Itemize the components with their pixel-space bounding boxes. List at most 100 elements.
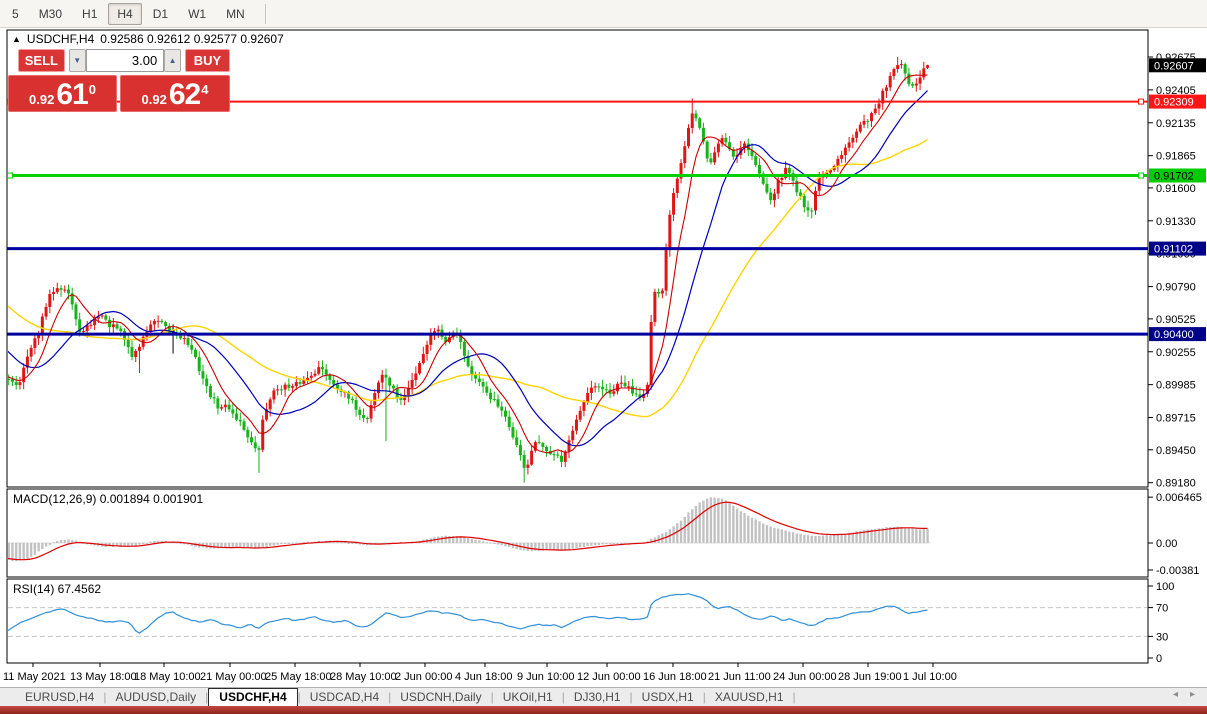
macd-signal-line: [8, 501, 928, 561]
volume-input[interactable]: 3.00: [85, 49, 165, 72]
chart-symbol-label: USDCHF,H4: [26, 32, 95, 46]
volume-decrease-button[interactable]: ▼: [68, 49, 86, 72]
price-badge: [1149, 241, 1206, 256]
date-label: 4 Jun 18:00: [455, 671, 513, 683]
buy-price-prefix: 0.92: [141, 92, 167, 107]
tab-separator: |: [490, 690, 494, 704]
volume-increase-button[interactable]: ▲: [164, 49, 181, 72]
tab-separator: |: [205, 690, 209, 704]
chart-tab-audusd[interactable]: AUDUSD,Daily: [115, 689, 197, 704]
candles-layer: [8, 57, 930, 483]
date-label: 2 Jun 00:00: [395, 671, 453, 683]
svg-text:0.90255: 0.90255: [1156, 347, 1196, 359]
chart-ohlc-values: 0.92586 0.92612 0.92577 0.92607: [100, 32, 284, 46]
buy-price-sup: 4: [201, 82, 209, 97]
macd-layer: [8, 497, 930, 562]
svg-text:0.89180: 0.89180: [1156, 478, 1196, 490]
price-badge: [1149, 94, 1206, 109]
timeframe-toolbar: 5 M30 H1 H4 D1 W1 MN: [0, 0, 1207, 28]
svg-text:0.91702: 0.91702: [1154, 171, 1194, 183]
hline-handle[interactable]: [1138, 172, 1144, 179]
svg-text:0.92607: 0.92607: [1154, 60, 1194, 72]
svg-text:-0.00381: -0.00381: [1156, 565, 1199, 577]
svg-text:0.92309: 0.92309: [1154, 97, 1194, 109]
chart-tab-usdx[interactable]: USDX,H1: [641, 689, 694, 704]
svg-text:0.91865: 0.91865: [1156, 151, 1196, 163]
date-label: 16 Jun 18:00: [643, 671, 707, 683]
svg-text:100: 100: [1156, 581, 1174, 593]
svg-text:0.006465: 0.006465: [1156, 492, 1202, 504]
tab-separator: |: [702, 690, 706, 704]
price-badge: [1149, 58, 1206, 73]
tab-separator: |: [388, 690, 392, 704]
spinner-up-icon: ▲: [168, 56, 177, 65]
one-click-trade-panel: SELL ▼ 3.00 ▲ BUY 0.92 61 0 0.92 62 4: [8, 49, 230, 112]
price-badges: 0.92607 0.92309 0.91702 0.91102 0.90400: [1149, 58, 1206, 342]
chart-tab-dj30[interactable]: DJ30,H1: [573, 689, 621, 704]
tab-scroll-right-icon[interactable]: ▸: [1189, 689, 1195, 700]
buy-price-big: 62: [168, 78, 201, 111]
svg-text:0.90790: 0.90790: [1156, 282, 1196, 294]
ma-mid-line: [8, 90, 928, 447]
macd-label: MACD(12,26,9) 0.001894 0.001901: [13, 492, 204, 506]
svg-text:0.91102: 0.91102: [1154, 244, 1193, 256]
svg-text:0: 0: [1156, 653, 1162, 665]
buy-button[interactable]: BUY: [184, 49, 230, 72]
collapse-triangle-icon[interactable]: ▲: [12, 33, 21, 44]
date-axis[interactable]: 11 May 2021 13 May 18:0018 May 10:00 21 Ma…: [3, 663, 957, 683]
sell-price-display[interactable]: 0.92 61 0: [8, 75, 117, 112]
svg-text:70: 70: [1156, 603, 1168, 615]
svg-text:0.89450: 0.89450: [1156, 445, 1196, 457]
rsi-layer: [8, 593, 1147, 637]
chart-tab-usdcnh[interactable]: USDCNH,Daily: [400, 689, 482, 704]
chart-tab-xauusd[interactable]: XAUUSD,H1: [714, 689, 784, 704]
tab-separator: |: [792, 690, 796, 704]
hline-handle[interactable]: [7, 172, 13, 179]
timeframe-button-d1[interactable]: D1: [152, 6, 169, 21]
date-label: 21 Jun 11:00: [708, 671, 771, 683]
tab-separator: |: [103, 690, 107, 704]
toolbar-separator: [264, 3, 266, 24]
hline-handle[interactable]: [1138, 98, 1144, 105]
timeframe-button-5[interactable]: 5: [12, 6, 19, 21]
date-label: 13 May 18:00: [70, 671, 137, 683]
chart-tab-usdchf[interactable]: USDCHF,H4: [208, 687, 298, 707]
timeframe-button-m30[interactable]: M30: [38, 6, 63, 21]
date-label: 9 Jun 10:00: [517, 671, 575, 683]
svg-text:0.90525: 0.90525: [1156, 314, 1196, 326]
svg-text:0.89715: 0.89715: [1156, 413, 1196, 425]
chart-canvas[interactable]: 0.926750.924050.921350.918650.916000.913…: [0, 0, 1207, 690]
buy-price-display[interactable]: 0.92 62 4: [120, 75, 230, 112]
timeframe-button-w1[interactable]: W1: [188, 6, 207, 21]
price-badge: [1149, 168, 1206, 183]
horizontal-lines-layer[interactable]: [7, 98, 1148, 336]
date-label: 21 May 00:00: [200, 671, 267, 683]
chart-tab-ukoil[interactable]: UKOil,H1: [502, 689, 553, 704]
chart-title: ▲ USDCHF,H4 0.92586 0.92612 0.92577 0.92…: [12, 32, 284, 46]
panel-frames: [6, 29, 1149, 664]
svg-text:30: 30: [1156, 631, 1168, 643]
price-axis[interactable]: 0.926750.924050.921350.918650.916000.913…: [1148, 52, 1196, 490]
chart-tab-bar: EURUSD,H4 | AUDUSD,Daily | USDCHF,H4 | USDCAD,…: [0, 687, 1207, 707]
price-badge: [1149, 327, 1206, 342]
tab-separator: |: [297, 690, 301, 704]
svg-text:0.91330: 0.91330: [1156, 216, 1196, 228]
svg-text:0.90400: 0.90400: [1154, 329, 1194, 341]
tab-separator: |: [629, 690, 633, 704]
tab-scroll-left-icon[interactable]: ◂: [1172, 689, 1178, 700]
window-bottom-edge: [0, 706, 1207, 714]
timeframe-button-h4[interactable]: H4: [108, 2, 142, 25]
tab-separator: |: [561, 690, 565, 704]
rsi-label: RSI(14) 67.4562: [13, 582, 102, 596]
timeframe-button-mn[interactable]: MN: [226, 6, 245, 21]
date-label: 1 Jul 10:00: [903, 671, 957, 683]
chart-tab-usdcad[interactable]: USDCAD,H4: [309, 689, 380, 704]
date-label: 11 May 2021: [3, 671, 66, 683]
sell-price-big: 61: [56, 78, 88, 111]
sell-price-prefix: 0.92: [29, 92, 55, 107]
timeframe-button-h1[interactable]: H1: [82, 6, 98, 21]
sell-button[interactable]: SELL: [17, 49, 65, 72]
sell-price-sup: 0: [88, 82, 96, 97]
chart-tab-eurusd[interactable]: EURUSD,H4: [25, 689, 95, 704]
date-label: 28 May 10:00: [330, 671, 397, 683]
